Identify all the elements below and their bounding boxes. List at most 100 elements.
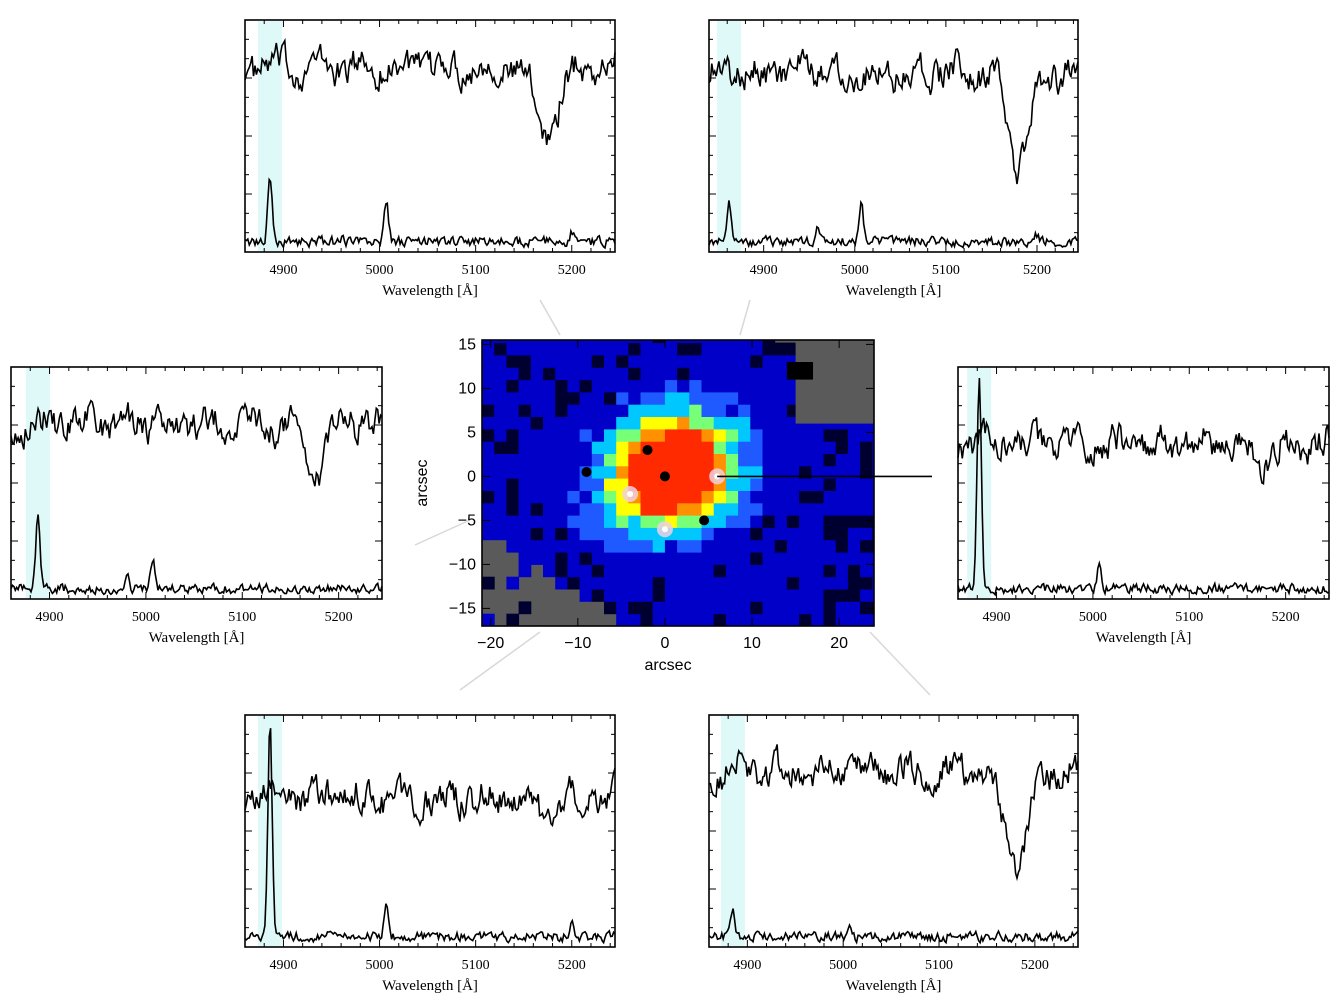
map-pixel [482, 404, 495, 417]
map-pixel [652, 391, 666, 405]
map-y-tick-label: 15 [458, 336, 476, 353]
map-pixel [664, 601, 678, 615]
map-pixel [774, 515, 788, 528]
map-pixel [677, 379, 690, 393]
map-pixel [555, 527, 568, 541]
map-pixel [628, 355, 641, 368]
map-y-tick-label: 10 [458, 380, 476, 397]
map-pixel [677, 539, 690, 553]
map-pixel [616, 589, 629, 602]
map-pixel [725, 515, 739, 528]
map-pixel [713, 576, 727, 590]
emission-highlight [25, 368, 50, 598]
panel-x-tick-label: 5000 [1079, 610, 1107, 625]
map-pixel [750, 478, 763, 491]
panel-x-tick-label: 5200 [325, 610, 353, 625]
map-pixel [762, 355, 776, 368]
map-pixel [543, 490, 556, 504]
map-pixel [738, 552, 751, 565]
map-pixel [530, 539, 544, 553]
map-pixel [494, 342, 507, 356]
map-pixel [506, 453, 520, 467]
map-pixel [860, 502, 873, 516]
map-pixel [616, 379, 629, 393]
map-pixel [506, 379, 520, 393]
map-pixel [762, 465, 776, 479]
map-pixel [738, 564, 751, 578]
panel-x-tick-label: 4900 [36, 610, 64, 625]
map-pixel [604, 478, 617, 491]
map-pixel [750, 589, 763, 602]
map-pixel [494, 416, 507, 430]
map-pixel [652, 416, 666, 430]
map-pixel [567, 441, 581, 454]
map-pixel [616, 576, 629, 590]
map-pixel [567, 502, 581, 516]
map-pixel [823, 527, 837, 541]
map-pixel [738, 613, 751, 626]
map-pixel [738, 539, 751, 553]
map-pixel [677, 478, 690, 491]
map-pixel [518, 355, 532, 368]
map-pixel [811, 552, 824, 565]
map-pixel [591, 428, 605, 442]
map-pixel [811, 589, 824, 602]
panel-x-tick-label: 5200 [1272, 610, 1300, 625]
panel-x-tick-label: 5000 [841, 263, 869, 278]
map-pixel [652, 589, 666, 602]
map-pixel [811, 527, 824, 541]
map-pixel [847, 465, 861, 479]
map-pixel [835, 601, 849, 615]
map-pixel [640, 576, 654, 590]
map-pixel [713, 502, 727, 516]
spectrum-panel-middle-left: 4900 5000 5100 5200 Wavelength [Å] [10, 366, 383, 646]
map-pixel [616, 564, 629, 578]
map-pixel [725, 589, 739, 602]
map-pixel [762, 367, 776, 381]
emission-spectrum [708, 908, 1079, 945]
map-pixel [604, 404, 617, 417]
map-pixel [713, 428, 727, 442]
map-pixel [823, 478, 837, 491]
map-pixel [530, 404, 544, 417]
map-x-tick-label: −20 [477, 635, 504, 652]
map-pixel [860, 515, 873, 528]
map-pixel [750, 576, 763, 590]
map-pixel [762, 490, 776, 504]
map-pixel [725, 367, 739, 381]
map-pixel [664, 428, 678, 442]
map-pixel [530, 342, 544, 356]
map-pixel [872, 465, 874, 479]
map-pixel [872, 576, 874, 590]
map-pixel [713, 564, 727, 578]
map-pixel [750, 527, 763, 541]
map-pixel [652, 490, 666, 504]
map-pixel [786, 490, 800, 504]
map-pixel [860, 490, 873, 504]
map-pixel [750, 490, 763, 504]
map-pixel [604, 601, 617, 615]
map-pixel [591, 490, 605, 504]
map-pixel [860, 552, 873, 565]
map-pixel [786, 515, 800, 528]
map-pixel [518, 552, 532, 565]
map-pixel [835, 552, 849, 565]
map-pixel [847, 552, 861, 565]
map-pixel [555, 441, 568, 454]
map-pixel [616, 613, 629, 626]
map-mask [795, 340, 874, 424]
map-pixel [823, 576, 837, 590]
map-pixel [567, 465, 581, 479]
map-pixel [811, 576, 824, 590]
map-pixel [664, 490, 678, 504]
map-pixel [677, 441, 690, 454]
map-pixel [811, 502, 824, 516]
map-pixel [530, 552, 544, 565]
map-pixel [616, 404, 629, 417]
map-pixel [506, 478, 520, 491]
map-pixel [664, 391, 678, 405]
map-pixel [762, 453, 776, 467]
map-pixel [811, 478, 824, 491]
map-pixel [689, 552, 702, 565]
map-pixel [567, 340, 581, 344]
